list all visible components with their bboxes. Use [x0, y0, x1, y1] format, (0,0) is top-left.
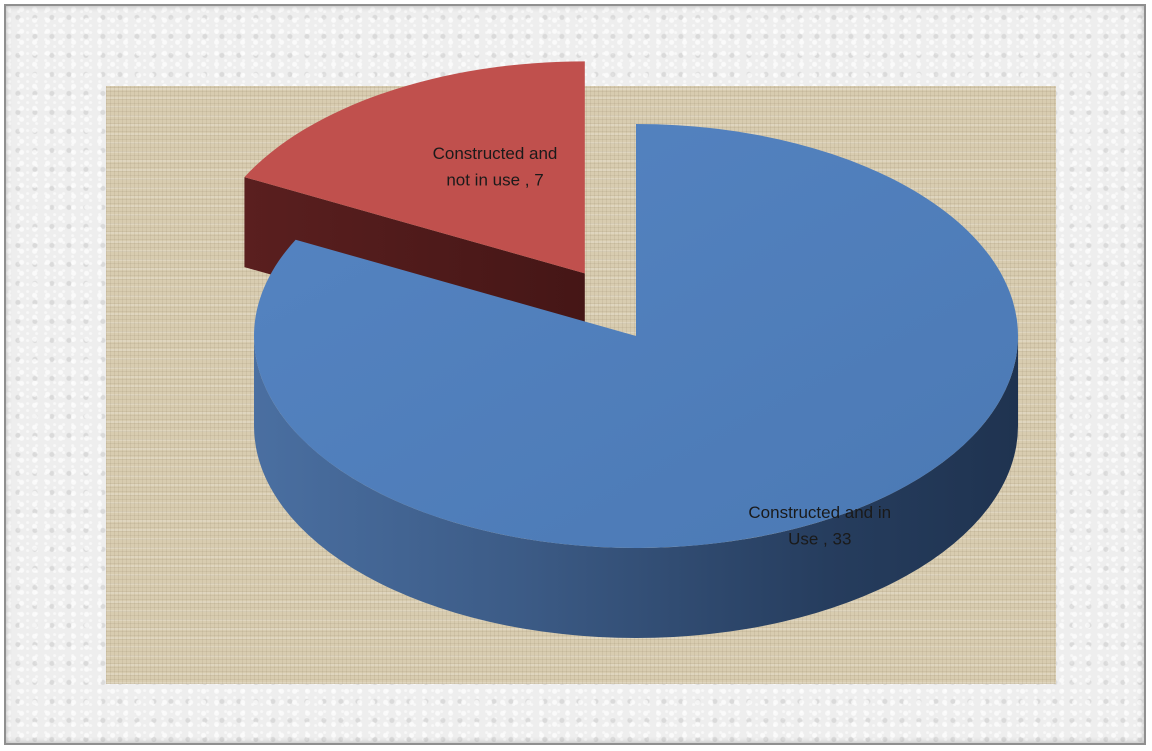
pie-slice-top: [244, 61, 585, 274]
data-label-constructed-in-use: Constructed and in Use , 33: [748, 503, 891, 548]
data-label-line: not in use , 7: [446, 170, 543, 189]
data-label-line: Constructed and in: [748, 503, 891, 522]
pie-slice-constructed-in-use: [254, 124, 1019, 638]
pie-slice-top: [254, 124, 1019, 548]
pie-slice-side: [254, 336, 1018, 638]
data-label-line: Constructed and: [433, 144, 558, 163]
data-label-constructed-not-in-use: Constructed and not in use , 7: [433, 144, 558, 189]
data-label-line: Use , 33: [788, 529, 851, 548]
